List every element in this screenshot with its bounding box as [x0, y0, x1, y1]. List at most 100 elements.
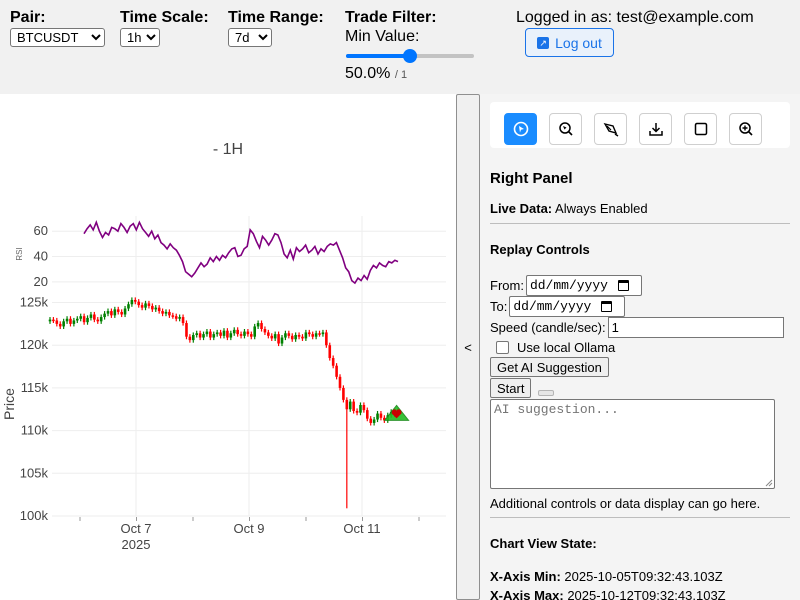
pair-select[interactable]: BTCUSDT — [10, 28, 105, 47]
candle-body — [243, 331, 246, 336]
time-scale-label: Time Scale: — [120, 9, 209, 26]
zoom-in-button[interactable] — [729, 113, 762, 145]
collapse-icon: < — [464, 339, 472, 355]
x-tick-label: Oct 9 — [233, 521, 264, 536]
chart-view-state-title: Chart View State: — [490, 536, 597, 551]
candle-body — [205, 331, 209, 335]
chart-area[interactable]: - 1H 60 40 20 RSI 125k 120k 115k 110k 105k 100k Pri… — [0, 94, 456, 600]
time-range-control: Time Range: 7d — [228, 8, 324, 47]
logout-label: Log out — [555, 34, 602, 51]
candle-body — [280, 337, 284, 344]
from-row: From: dd/mm/yyyy — [490, 275, 642, 296]
x-axis-min-value: 2025-10-05T09:32:43.103Z — [564, 569, 723, 584]
right-panel: Right Panel Live Data: Always Enabled Re… — [480, 94, 800, 600]
candle-body — [144, 303, 147, 308]
min-value-slider[interactable] — [346, 49, 474, 63]
candle-body — [133, 299, 137, 302]
candle-body — [110, 311, 113, 316]
x-axis-min-label: X-Axis Min: — [490, 569, 561, 584]
time-range-label: Time Range: — [228, 9, 324, 26]
speed-input[interactable] — [607, 317, 784, 338]
candle-body — [168, 311, 171, 316]
download-button[interactable] — [639, 113, 672, 145]
ollama-checkbox[interactable] — [496, 341, 509, 354]
price-tick-label: 115k — [21, 380, 49, 395]
logout-button[interactable]: ↗ Log out — [525, 28, 614, 57]
rsi-tick-label: 20 — [34, 274, 48, 289]
candle-body — [372, 419, 376, 423]
slider-thumb[interactable] — [403, 49, 417, 63]
candle-body — [249, 334, 253, 337]
candle-body — [93, 314, 96, 320]
divider — [490, 517, 790, 518]
from-date-input[interactable]: dd/mm/yyyy — [525, 275, 642, 296]
candle-body — [137, 301, 141, 306]
resize-grip-icon[interactable] — [765, 479, 773, 487]
additional-controls-text: Additional controls or data display can … — [490, 496, 761, 511]
to-date-placeholder: dd/mm/yyyy — [513, 299, 592, 314]
candle-body — [79, 316, 83, 319]
candle-body — [198, 333, 202, 338]
candle-body — [239, 334, 243, 336]
candle-body — [277, 334, 280, 344]
candle-body — [355, 410, 359, 413]
candle-body — [222, 330, 226, 336]
candle-body — [369, 418, 373, 423]
price-tick-label: 110k — [21, 423, 49, 438]
time-range-select[interactable]: 7d — [228, 28, 272, 47]
candle-body — [352, 401, 355, 411]
candle-body — [314, 333, 318, 337]
get-ai-suggestion-button[interactable]: Get AI Suggestion — [490, 357, 609, 377]
candle-body — [127, 304, 130, 309]
candle-body — [273, 334, 277, 339]
rsi-tick-label: 40 — [34, 249, 48, 264]
candle-body — [328, 345, 332, 359]
divider — [490, 223, 790, 224]
ollama-row: Use local Ollama — [496, 340, 615, 355]
calendar-icon[interactable] — [617, 280, 629, 291]
candle-body — [365, 410, 369, 419]
ai-suggestion-textarea[interactable] — [490, 399, 775, 489]
candle-body — [318, 333, 321, 335]
x-axis-max-label: X-Axis Max: — [490, 588, 564, 600]
candle-body — [202, 334, 205, 338]
zoom-select-icon — [558, 122, 573, 136]
candle-body — [226, 330, 229, 338]
collapse-panel-button[interactable]: < — [456, 94, 480, 600]
calendar-icon[interactable] — [601, 301, 613, 312]
candle-body — [260, 323, 263, 330]
stop-button[interactable] — [538, 390, 554, 396]
x-year-label: 2025 — [122, 537, 151, 552]
y-axis-label: Price — [1, 388, 17, 420]
candle-body — [297, 334, 301, 337]
pointer-tool-button[interactable] — [504, 113, 537, 145]
candle-body — [82, 316, 86, 323]
square-icon — [694, 122, 707, 136]
price-chart[interactable]: - 1H 60 40 20 RSI 125k 120k 115k 110k 105k 100k Pri… — [0, 94, 456, 600]
slider-value: 50.0% — [345, 65, 391, 82]
candle-body — [185, 323, 188, 337]
time-scale-select[interactable]: 1h — [120, 28, 160, 47]
candle-body — [161, 311, 164, 314]
start-button[interactable]: Start — [490, 378, 532, 398]
draw-tool-button[interactable] — [594, 113, 627, 145]
candle-body — [188, 336, 192, 341]
price-tick-label: 100k — [20, 508, 49, 523]
candle-body — [209, 331, 212, 338]
slider-fill — [346, 54, 410, 58]
zoom-select-tool-button[interactable] — [549, 113, 582, 145]
candle-body — [284, 333, 287, 338]
speed-row: Speed (candle/sec): — [490, 317, 784, 338]
right-panel-title: Right Panel — [490, 170, 573, 187]
candle-body — [106, 311, 110, 314]
candle-body — [181, 317, 185, 324]
chart-title: - 1H — [213, 141, 243, 158]
candle-body — [215, 332, 219, 335]
square-tool-button[interactable] — [684, 113, 717, 145]
candle-body — [219, 332, 222, 336]
rsi-axis-label: RSI — [15, 247, 24, 260]
candle-body — [191, 334, 195, 341]
candle-body — [103, 313, 106, 318]
candle-body — [362, 405, 366, 411]
to-date-input[interactable]: dd/mm/yyyy — [509, 296, 626, 317]
